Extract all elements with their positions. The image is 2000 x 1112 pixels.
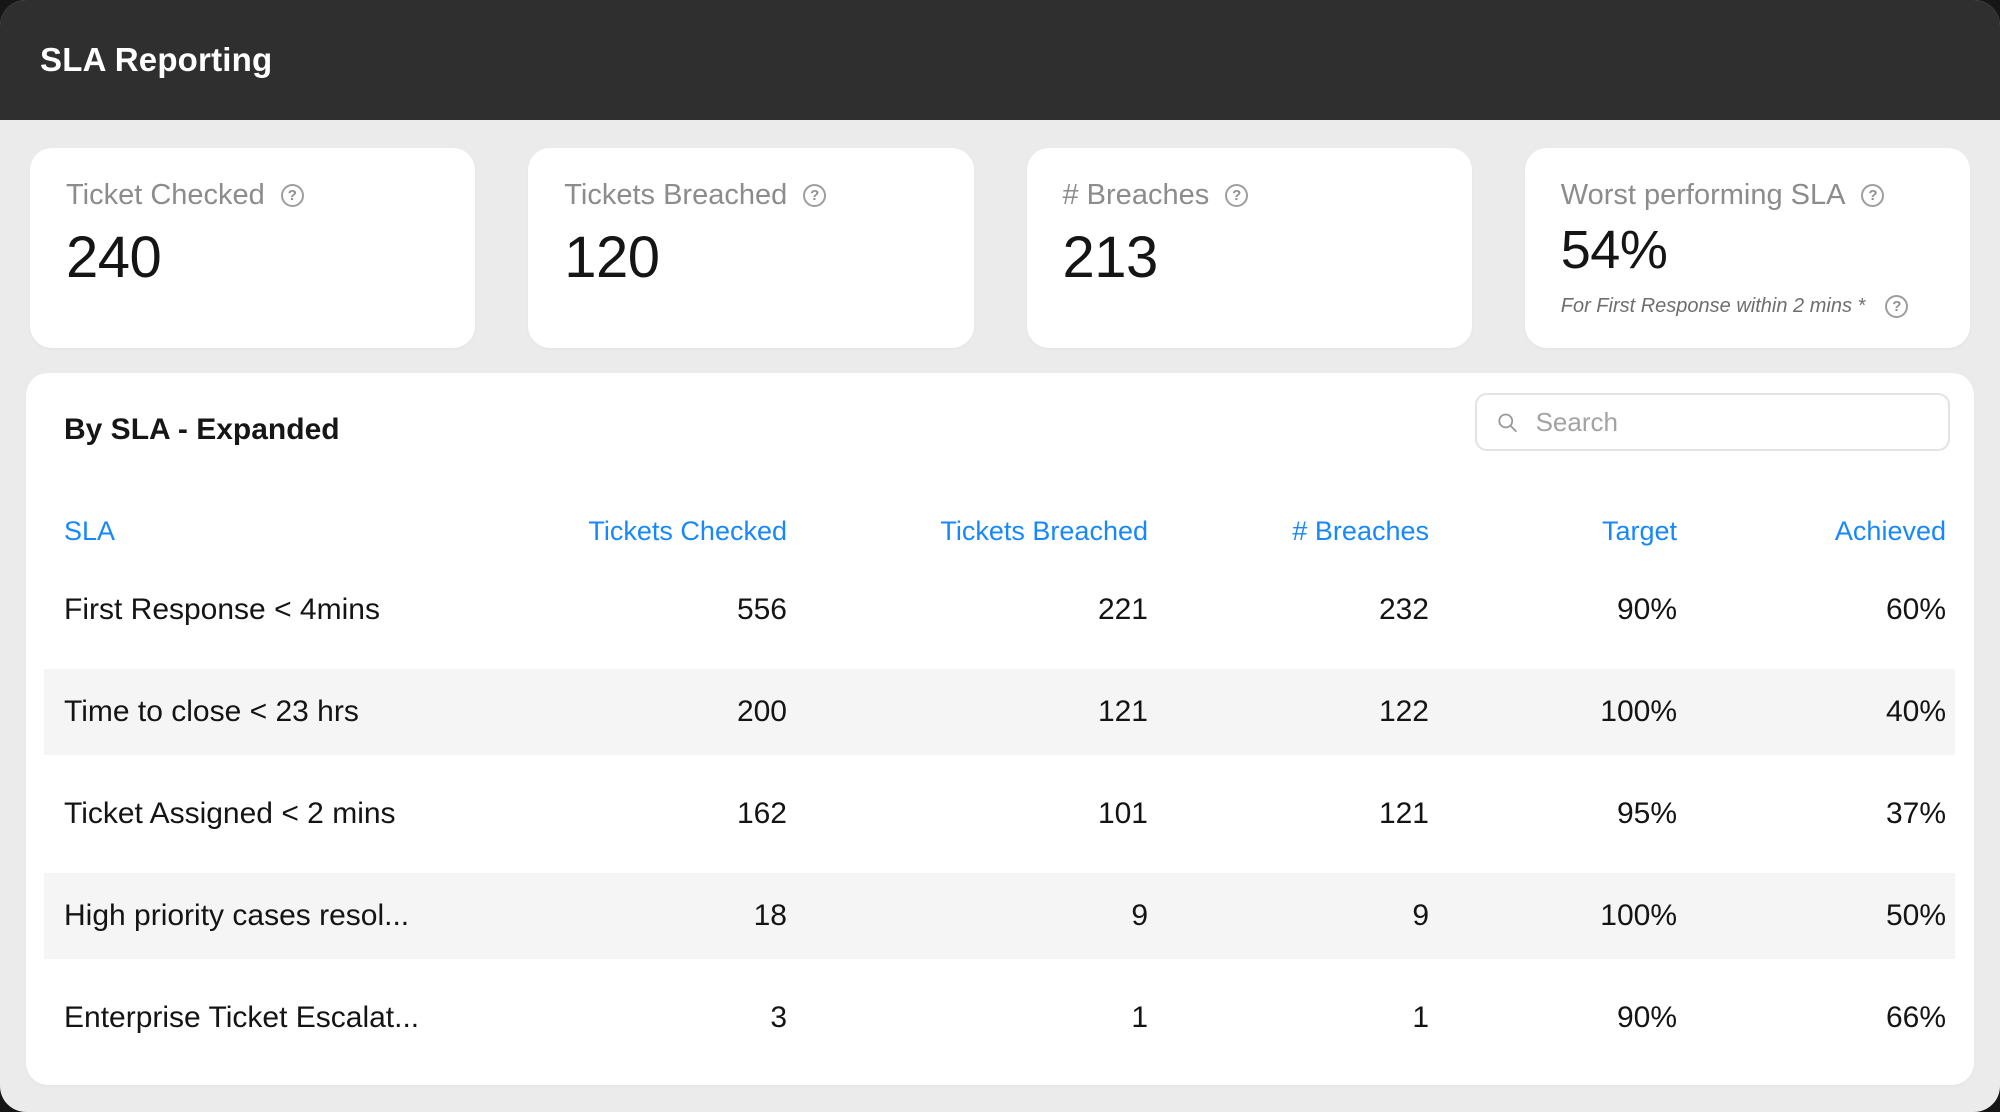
num-breaches-cell: 122 <box>1378 695 1429 728</box>
help-icon[interactable]: ? <box>280 184 304 208</box>
help-icon[interactable]: ? <box>1225 184 1249 208</box>
app-header: SLA Reporting <box>0 0 2000 120</box>
num-breaches-cell: 9 <box>1412 899 1429 932</box>
stat-card-tickets-breached: Tickets Breached ? 120 <box>528 148 974 348</box>
target-cell: 90% <box>1616 593 1677 626</box>
stat-value: 54% <box>1560 219 1668 280</box>
target-cell: 100% <box>1600 695 1677 728</box>
column-header-achieved[interactable]: Achieved <box>1834 515 1946 546</box>
search-input[interactable] <box>1533 405 1930 439</box>
help-icon[interactable]: ? <box>803 184 827 208</box>
sla-table-card: By SLA - Expanded SLA Tickets Checked Ti… <box>26 373 1974 1085</box>
tickets-breached-cell: 1 <box>1131 1001 1148 1034</box>
stat-value: 240 <box>66 224 162 290</box>
tickets-breached-cell: 101 <box>1097 797 1148 830</box>
tickets-checked-cell: 200 <box>736 695 787 728</box>
stat-card-worst-performing-sla: Worst performing SLA ? 54% For First Res… <box>1524 148 1970 348</box>
column-header-sla[interactable]: SLA <box>64 515 116 546</box>
tickets-checked-cell: 162 <box>736 797 787 830</box>
stat-label: Worst performing SLA <box>1560 179 1846 211</box>
column-header-target[interactable]: Target <box>1601 515 1677 546</box>
achieved-cell: 60% <box>1885 593 1946 626</box>
stat-label: Tickets Breached <box>564 179 788 211</box>
target-cell: 90% <box>1616 1001 1677 1034</box>
sla-name-cell: Ticket Assigned < 2 mins <box>64 797 396 830</box>
search-box[interactable] <box>1475 393 1950 451</box>
help-icon[interactable]: ? <box>1885 294 1909 318</box>
table-header-row: SLA Tickets Checked Tickets Breached # B… <box>26 503 1974 559</box>
tickets-breached-cell: 221 <box>1097 593 1148 626</box>
stat-value: 213 <box>1062 224 1159 290</box>
column-header-tickets-checked[interactable]: Tickets Checked <box>588 515 787 546</box>
table-row: Enterprise Ticket Escalat... 3 1 1 90% 6… <box>26 967 1974 1069</box>
num-breaches-cell: 1 <box>1412 1001 1429 1034</box>
table-card-header: By SLA - Expanded <box>26 373 1974 503</box>
tickets-checked-cell: 18 <box>753 899 787 932</box>
sla-name-cell: High priority cases resol... <box>64 899 410 932</box>
column-header-num-breaches[interactable]: # Breaches <box>1292 515 1429 546</box>
table-row: High priority cases resol... 18 9 9 100%… <box>26 865 1974 967</box>
stat-footnote: For First Response within 2 mins * <box>1560 294 1866 317</box>
table-row: First Response < 4mins 556 221 232 90% 6… <box>26 559 1974 661</box>
tickets-breached-cell: 121 <box>1097 695 1148 728</box>
page-title: SLA Reporting <box>40 41 273 78</box>
sla-name-cell: Time to close < 23 hrs <box>64 695 359 728</box>
sla-name-cell: First Response < 4mins <box>64 593 380 626</box>
num-breaches-cell: 121 <box>1378 797 1429 830</box>
achieved-cell: 50% <box>1885 899 1946 932</box>
table-row: Time to close < 23 hrs 200 121 122 100% … <box>26 661 1974 763</box>
stat-cards-row: Ticket Checked ? 240 Tickets Breached ? … <box>0 120 2000 348</box>
tickets-breached-cell: 9 <box>1131 899 1148 932</box>
column-header-tickets-breached[interactable]: Tickets Breached <box>940 515 1148 546</box>
achieved-cell: 40% <box>1885 695 1946 728</box>
target-cell: 100% <box>1600 899 1677 932</box>
num-breaches-cell: 232 <box>1378 593 1429 626</box>
achieved-cell: 37% <box>1885 797 1946 830</box>
stat-card-ticket-checked: Ticket Checked ? 240 <box>30 148 476 348</box>
stat-label: # Breaches <box>1062 179 1210 211</box>
stat-label: Ticket Checked <box>66 179 265 211</box>
stat-value: 120 <box>564 224 660 290</box>
search-icon <box>1498 413 1517 432</box>
table-title: By SLA - Expanded <box>64 413 340 446</box>
table-row: Ticket Assigned < 2 mins 162 101 121 95%… <box>26 763 1974 865</box>
target-cell: 95% <box>1616 797 1677 830</box>
tickets-checked-cell: 556 <box>736 593 787 626</box>
stat-card-num-breaches: # Breaches ? 213 <box>1026 148 1472 348</box>
achieved-cell: 66% <box>1885 1001 1946 1034</box>
help-icon[interactable]: ? <box>1861 184 1885 208</box>
tickets-checked-cell: 3 <box>770 1001 787 1034</box>
sla-name-cell: Enterprise Ticket Escalat... <box>64 1001 420 1034</box>
